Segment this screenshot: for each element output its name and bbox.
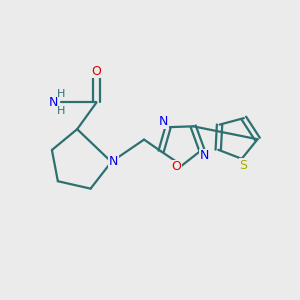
- Text: N: N: [49, 96, 58, 109]
- Text: S: S: [239, 159, 247, 172]
- Text: O: O: [172, 160, 182, 173]
- Text: N: N: [159, 115, 168, 128]
- Text: O: O: [92, 65, 101, 78]
- Text: N: N: [200, 149, 209, 162]
- Text: H: H: [57, 106, 65, 116]
- Text: H: H: [57, 88, 65, 98]
- Text: N: N: [109, 155, 119, 168]
